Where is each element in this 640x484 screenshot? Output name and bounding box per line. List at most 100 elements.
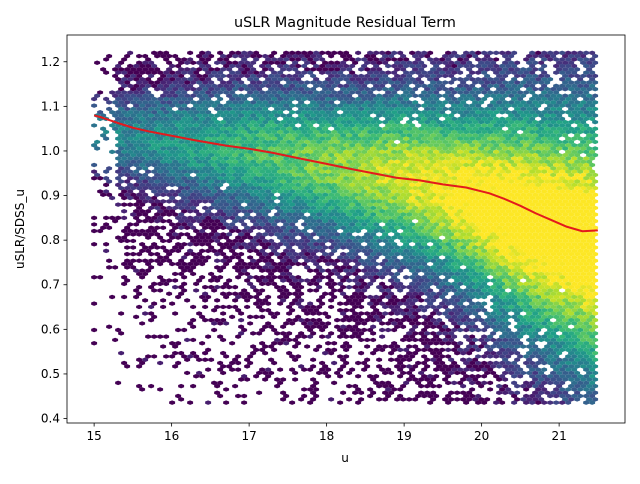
hexbin-cell bbox=[466, 73, 473, 79]
hexbin-cell bbox=[184, 80, 191, 85]
hexbin-cell bbox=[550, 53, 557, 59]
hexbin-cell bbox=[286, 106, 293, 112]
hexbin-cell bbox=[241, 63, 248, 69]
hexbin-cell bbox=[343, 96, 350, 102]
hexbin-cell bbox=[364, 93, 371, 98]
hexbin-cell bbox=[484, 106, 491, 112]
hexbin-cell bbox=[250, 100, 257, 105]
hexbin-cell bbox=[250, 53, 257, 59]
hexbin-cell bbox=[424, 86, 431, 92]
hexbin-cell bbox=[166, 100, 173, 105]
hexbin-cell bbox=[592, 100, 599, 105]
hexbin-cell bbox=[484, 53, 491, 59]
hexbin-cell bbox=[214, 60, 221, 65]
hexbin-cell bbox=[139, 63, 146, 69]
hexbin-cell bbox=[559, 103, 566, 108]
hexbin-cell bbox=[217, 70, 224, 75]
hexbin-cell bbox=[172, 86, 179, 92]
hexbin-cell bbox=[181, 103, 188, 108]
hexbin-cell bbox=[520, 106, 527, 112]
hexbin-cell bbox=[343, 77, 350, 82]
hexbin-cell bbox=[340, 60, 347, 65]
hexbin-cell bbox=[298, 106, 305, 112]
hexbin-cell bbox=[493, 77, 500, 82]
hexbin-cell bbox=[97, 90, 104, 95]
hexbin-cell bbox=[235, 96, 242, 102]
hexbin-cell bbox=[511, 70, 518, 75]
hexbin-cell bbox=[385, 70, 392, 75]
hexbin-cell bbox=[154, 100, 161, 105]
hexbin-cell bbox=[187, 96, 194, 102]
hexbin-cell bbox=[511, 96, 518, 102]
hexbin-cell bbox=[295, 63, 302, 69]
hexbin-cell bbox=[403, 96, 410, 102]
hexbin-cell bbox=[196, 60, 203, 65]
hexbin-cell bbox=[298, 53, 305, 59]
hexbin-cell bbox=[364, 53, 371, 59]
hexbin-cell bbox=[256, 73, 263, 79]
hexbin-cell bbox=[463, 96, 470, 102]
hexbin-cell bbox=[286, 53, 293, 59]
hexbin-cell bbox=[493, 63, 500, 69]
hexbin-cell bbox=[181, 77, 188, 82]
hexbin-cell bbox=[514, 86, 521, 92]
hexbin-cell bbox=[592, 93, 599, 98]
hexbin-cell bbox=[133, 83, 140, 89]
hexbin-cell bbox=[487, 57, 494, 62]
hexbin-cell bbox=[568, 100, 575, 105]
hexbin-cell bbox=[514, 106, 521, 112]
hexbin-cell bbox=[118, 80, 125, 85]
hexbin-cell bbox=[199, 96, 206, 102]
hexbin-cell bbox=[337, 83, 344, 89]
hexbin-cell bbox=[94, 93, 101, 98]
hexbin-cell bbox=[388, 86, 395, 92]
hexbin-cell bbox=[364, 86, 371, 92]
hexbin-cell bbox=[280, 73, 287, 79]
hexbin-cell bbox=[295, 50, 302, 56]
hexbin-cell bbox=[448, 60, 455, 65]
hexbin-cell bbox=[349, 57, 356, 62]
hexbin-cell bbox=[379, 77, 386, 82]
hexbin-cell bbox=[157, 70, 164, 75]
hexbin-cell bbox=[487, 77, 494, 82]
hexbin-cell bbox=[118, 93, 125, 98]
hexbin-cell bbox=[130, 93, 137, 98]
hexbin-cell bbox=[496, 93, 503, 98]
hexbin-cell bbox=[547, 90, 554, 95]
hexbin-cell bbox=[121, 90, 128, 95]
hexbin-cell bbox=[577, 90, 584, 95]
hexbin-cell bbox=[244, 93, 251, 98]
hexbin-cell bbox=[238, 53, 245, 59]
hexbin-cell bbox=[184, 67, 191, 72]
hexbin-cell bbox=[199, 83, 206, 89]
hexbin-cell bbox=[337, 63, 344, 69]
hexbin-cell bbox=[460, 100, 467, 105]
hexbin-cell bbox=[289, 77, 296, 82]
hexbin-cell bbox=[580, 60, 587, 65]
hexbin-cell bbox=[448, 93, 455, 98]
hexbin-cell bbox=[544, 86, 551, 92]
hexbin-cell bbox=[415, 83, 422, 89]
hexbin-cell bbox=[472, 80, 479, 85]
hexbin-cell bbox=[238, 80, 245, 85]
hexbin-cell bbox=[550, 86, 557, 92]
hexbin-cell bbox=[433, 103, 440, 108]
hexbin-cell bbox=[262, 60, 269, 65]
hexbin-cell bbox=[574, 86, 581, 92]
hexbin-cell bbox=[415, 50, 422, 56]
hexbin-cell bbox=[367, 90, 374, 95]
hexbin-cell bbox=[331, 83, 338, 89]
hexbin-cell bbox=[559, 77, 566, 82]
hexbin-cell bbox=[469, 50, 476, 56]
hexbin-cell bbox=[346, 93, 353, 98]
hexbin-cell bbox=[274, 73, 281, 79]
hexbin-cell bbox=[580, 53, 587, 59]
hexbin-cell bbox=[556, 60, 563, 65]
hexbin-cell bbox=[205, 90, 212, 95]
hexbin-cell bbox=[151, 70, 158, 75]
hexbin-cell bbox=[190, 93, 197, 98]
hexbin-cell bbox=[538, 73, 545, 79]
hexbin-cell bbox=[553, 96, 560, 102]
hexbin-cell bbox=[151, 96, 158, 102]
